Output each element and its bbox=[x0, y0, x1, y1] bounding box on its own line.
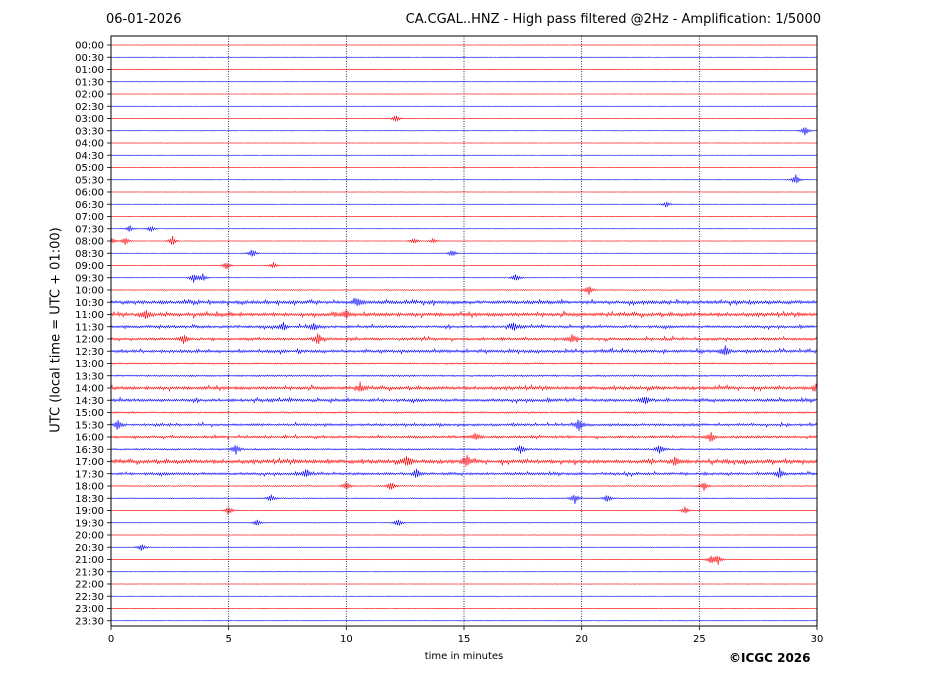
trace-09-30 bbox=[110, 273, 818, 283]
x-axis-ticks: 0 5 10 15 20 25 30 bbox=[108, 626, 824, 645]
y-tick-label: 20:30 bbox=[75, 543, 104, 554]
y-axis-label: UTC (local time = UTC + 01:00) bbox=[48, 227, 64, 433]
y-tick-label: 17:00 bbox=[75, 457, 104, 468]
y-tick-label: 23:30 bbox=[75, 616, 104, 627]
y-tick-label: 08:00 bbox=[75, 237, 104, 248]
y-tick-label: 12:30 bbox=[75, 347, 104, 358]
y-tick-label: 16:00 bbox=[75, 433, 104, 444]
y-tick-label: 06:30 bbox=[75, 200, 104, 211]
x-tick-label: 0 bbox=[108, 634, 114, 645]
y-tick-label: 20:00 bbox=[75, 531, 104, 542]
trace-08-30 bbox=[110, 249, 818, 257]
trace-14-30 bbox=[110, 396, 818, 405]
chart-title: CA.CGAL..HNZ - High pass filtered @2Hz -… bbox=[405, 12, 821, 27]
x-tick-label: 10 bbox=[340, 634, 353, 645]
y-tick-label: 18:00 bbox=[75, 482, 104, 493]
y-tick-label: 02:00 bbox=[75, 90, 104, 101]
x-tick-label: 20 bbox=[575, 634, 588, 645]
y-tick-label: 21:00 bbox=[75, 555, 104, 566]
y-tick-label: 01:30 bbox=[75, 77, 104, 88]
y-tick-label: 10:30 bbox=[75, 298, 104, 309]
y-tick-label: 04:00 bbox=[75, 139, 104, 150]
trace-15-00 bbox=[110, 411, 818, 414]
trace-05-30 bbox=[110, 174, 818, 184]
x-tick-label: 15 bbox=[458, 634, 471, 645]
x-tick-label: 5 bbox=[225, 634, 231, 645]
y-tick-label: 07:30 bbox=[75, 224, 104, 235]
y-tick-label: 19:30 bbox=[75, 518, 104, 529]
y-tick-label: 02:30 bbox=[75, 102, 104, 113]
y-tick-label: 10:00 bbox=[75, 286, 104, 297]
y-tick-label: 16:30 bbox=[75, 445, 104, 456]
y-tick-label: 15:00 bbox=[75, 408, 104, 419]
date-title: 06-01-2026 bbox=[106, 12, 182, 27]
trace-09-00 bbox=[110, 262, 818, 270]
y-tick-label: 22:30 bbox=[75, 592, 104, 603]
y-tick-label: 11:30 bbox=[75, 322, 104, 333]
y-tick-label: 00:00 bbox=[75, 41, 104, 52]
y-tick-label: 18:30 bbox=[75, 494, 104, 505]
y-tick-label: 11:00 bbox=[75, 310, 104, 321]
trace-20-00 bbox=[110, 534, 818, 536]
y-tick-label: 06:00 bbox=[75, 188, 104, 199]
y-tick-label: 09:30 bbox=[75, 273, 104, 284]
y-tick-label: 12:00 bbox=[75, 335, 104, 346]
y-tick-label: 14:00 bbox=[75, 384, 104, 395]
trace-03-30 bbox=[110, 127, 818, 136]
y-tick-label: 14:30 bbox=[75, 396, 104, 407]
y-tick-label: 22:00 bbox=[75, 580, 104, 591]
y-tick-label: 21:30 bbox=[75, 567, 104, 578]
copyright-label: ©ICGC 2026 bbox=[729, 651, 811, 665]
grid-layer bbox=[228, 36, 700, 626]
trace-19-30 bbox=[110, 519, 818, 526]
y-tick-label: 04:30 bbox=[75, 151, 104, 162]
y-tick-label: 05:30 bbox=[75, 175, 104, 186]
trace-21-00 bbox=[110, 555, 818, 565]
y-tick-label: 17:30 bbox=[75, 469, 104, 480]
y-tick-label: 19:00 bbox=[75, 506, 104, 517]
y-tick-label: 08:30 bbox=[75, 249, 104, 260]
y-tick-label: 09:00 bbox=[75, 261, 104, 272]
y-tick-label: 00:30 bbox=[75, 53, 104, 64]
x-axis-label: time in minutes bbox=[424, 651, 504, 662]
trace-10-00 bbox=[110, 286, 818, 296]
trace-20-30 bbox=[110, 544, 818, 551]
y-tick-label: 13:00 bbox=[75, 359, 104, 370]
y-tick-label: 07:00 bbox=[75, 212, 104, 223]
y-tick-label: 03:00 bbox=[75, 114, 104, 125]
y-tick-label: 23:00 bbox=[75, 604, 104, 615]
x-tick-label: 30 bbox=[811, 634, 824, 645]
y-tick-label: 03:30 bbox=[75, 126, 104, 137]
y-tick-label: 01:00 bbox=[75, 65, 104, 76]
y-tick-label: 13:30 bbox=[75, 371, 104, 382]
y-tick-label: 05:00 bbox=[75, 163, 104, 174]
trace-19-00 bbox=[110, 506, 818, 515]
y-tick-label: 15:30 bbox=[75, 420, 104, 431]
trace-18-30 bbox=[110, 494, 818, 505]
trace-08-00 bbox=[110, 235, 818, 245]
x-tick-label: 25 bbox=[693, 634, 706, 645]
